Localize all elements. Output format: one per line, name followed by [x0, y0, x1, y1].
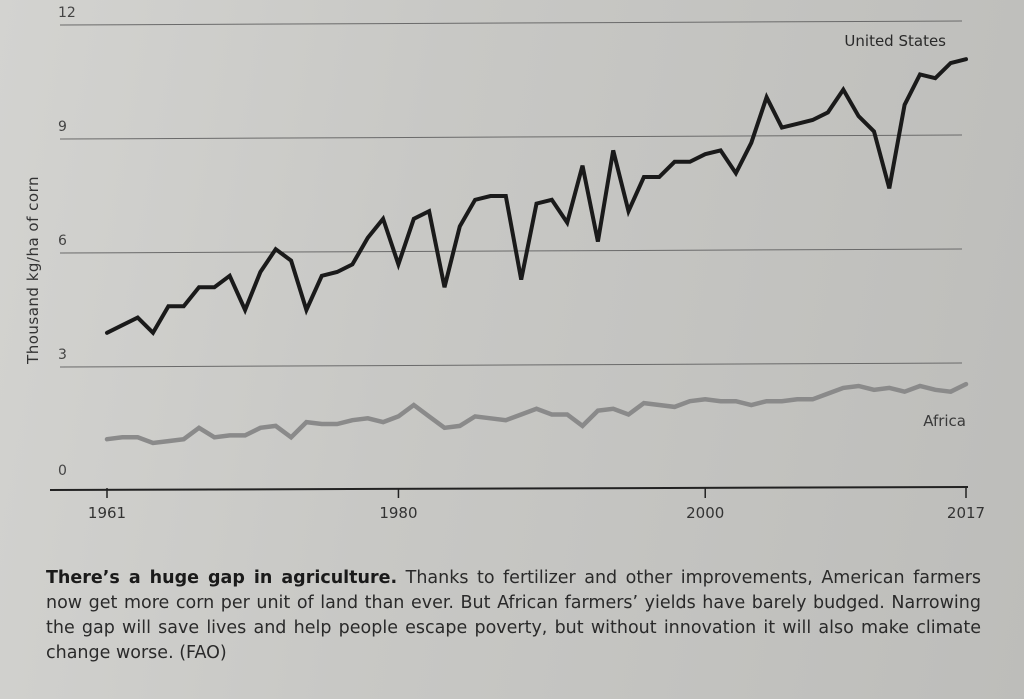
- figure-caption: There’s a huge gap in agriculture. Thank…: [46, 566, 981, 666]
- corn-yield-chart: 0 3 6 9 12 1961 1980 2000 2017 Thousand kg/ha o…: [24, 5, 985, 522]
- series-line-africa: [104, 381, 969, 446]
- x-tick-label-1980: 1980: [379, 504, 417, 522]
- gridline-12: [59, 20, 963, 26]
- x-tick-label-1961: 1961: [88, 504, 126, 522]
- y-tick-label-0: 0: [58, 463, 67, 479]
- x-axis-line: [49, 486, 969, 491]
- x-tick-label-2000: 2000: [686, 504, 724, 522]
- gridline-6: [59, 248, 963, 254]
- legend-label-us: United States: [844, 32, 946, 50]
- series-line-united-states: [105, 57, 968, 337]
- legend-label-africa: Africa: [923, 412, 966, 430]
- caption-headline: There’s a huge gap in agriculture.: [46, 568, 398, 588]
- gridline-3: [59, 362, 963, 368]
- y-tick-label-6: 6: [58, 233, 67, 249]
- x-tick-label-2017: 2017: [947, 504, 985, 522]
- caption-body: Thanks to fertilizer and other improveme…: [46, 568, 982, 663]
- y-tick-label-3: 3: [58, 347, 67, 363]
- y-tick-label-12: 12: [58, 5, 76, 21]
- y-tick-label-9: 9: [58, 119, 67, 135]
- y-axis-label: Thousand kg/ha of corn: [24, 176, 42, 365]
- gridline-9: [59, 134, 963, 140]
